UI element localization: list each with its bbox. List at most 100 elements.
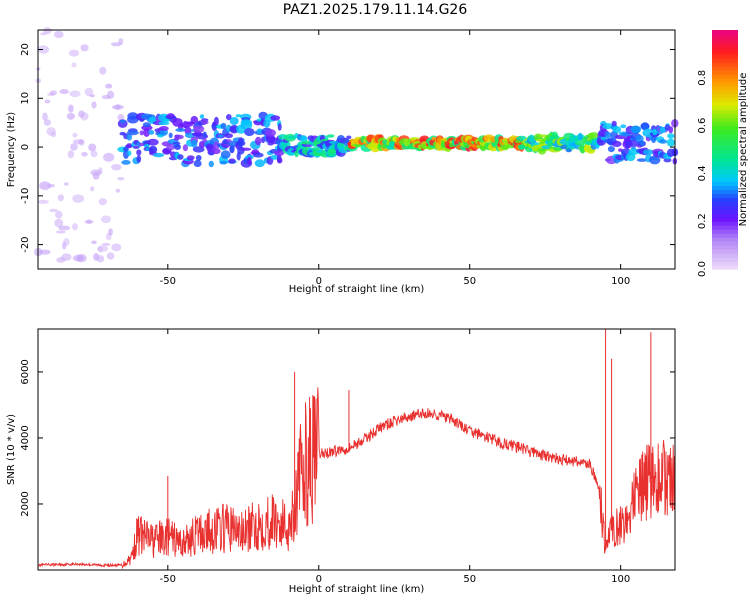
y-tick-label: 2000 xyxy=(20,491,31,516)
spectrogram-cell xyxy=(127,150,132,156)
spectrogram-cell xyxy=(213,116,219,126)
spectrogram-cell xyxy=(240,147,252,151)
spectrogram-cell xyxy=(666,138,675,147)
spectrogram-cell xyxy=(117,177,125,181)
x-tick-label: 0 xyxy=(316,574,322,585)
spectrogram-cell xyxy=(72,223,78,231)
spectrogram-cell xyxy=(229,146,235,153)
spectrogram-cell xyxy=(168,132,173,139)
colorbar-swatch xyxy=(712,221,738,226)
spectrogram-cell xyxy=(81,151,88,157)
colorbar-swatch xyxy=(712,197,738,202)
colorbar-swatch xyxy=(712,261,738,266)
y-axis-label: Frequency (Hz) xyxy=(6,112,17,188)
spectrogram-cell xyxy=(107,90,115,100)
spectrogram-cell xyxy=(612,140,622,147)
colorbar-swatch xyxy=(712,173,738,178)
spectrogram-cell xyxy=(111,164,122,171)
colorbar-swatch xyxy=(712,129,738,135)
spectrogram-cell xyxy=(37,45,50,54)
spectrogram-cell xyxy=(208,160,214,168)
spectrogram-cell xyxy=(326,134,335,138)
colorbar-swatch xyxy=(712,241,738,246)
colorbar-swatch xyxy=(712,109,738,115)
spectrogram-cell xyxy=(136,155,142,163)
spectrogram-frame xyxy=(37,29,676,270)
spectrogram-cell xyxy=(144,144,150,148)
spectrogram-cell xyxy=(90,150,98,158)
spectrogram-cell xyxy=(117,114,125,121)
spectrogram-cell xyxy=(649,155,661,165)
spectrogram-cell xyxy=(236,140,246,147)
spectrogram-cell xyxy=(152,152,165,158)
spectrogram-cell xyxy=(159,126,169,131)
spectrogram-cell xyxy=(97,245,109,252)
colorbar-tick-label: 0.6 xyxy=(697,118,708,134)
spectrogram-cell xyxy=(68,104,74,113)
spectrogram-cell xyxy=(636,158,648,162)
spectrogram-cell xyxy=(80,44,89,52)
colorbar-swatch xyxy=(712,93,738,99)
colorbar-tick-label: 0.8 xyxy=(697,70,708,86)
colorbar-swatch xyxy=(712,233,738,238)
spectrogram-cell xyxy=(106,252,115,260)
x-axis-label: Height of straight line (km) xyxy=(289,584,425,595)
spectrogram-cell xyxy=(148,145,158,154)
y-tick-label: 6000 xyxy=(20,359,31,384)
spectrogram-cell xyxy=(101,242,111,247)
spectrogram-cell xyxy=(604,131,612,139)
spectrogram-cell xyxy=(294,150,299,158)
spectrogram-cell xyxy=(58,225,71,231)
colorbar-swatch xyxy=(712,45,738,51)
spectrogram-cell xyxy=(126,133,132,141)
colorbar-swatch xyxy=(712,117,738,123)
spectrogram-cell xyxy=(193,159,202,168)
spectrogram-cell xyxy=(111,243,122,252)
colorbar-swatch xyxy=(712,153,738,159)
spectrogram-cell xyxy=(577,132,583,141)
spectrogram-cell xyxy=(121,160,131,165)
spectrogram-cell xyxy=(66,112,75,120)
colorbar-swatch xyxy=(712,133,738,139)
spectrogram-cell xyxy=(270,115,281,121)
y-tick-label: 4000 xyxy=(20,425,31,450)
spectrogram-cell xyxy=(528,134,536,143)
spectrogram-cell xyxy=(346,135,352,140)
spectrogram-cell xyxy=(49,208,58,213)
spectrogram-cell xyxy=(108,228,113,236)
spectrogram-cell xyxy=(123,146,129,152)
spectrogram-cell xyxy=(565,148,572,153)
y-tick-label: -10 xyxy=(20,188,31,204)
colorbar-swatch xyxy=(712,89,738,95)
spectrogram-cell xyxy=(182,144,188,152)
spectrogram-cell xyxy=(105,83,113,89)
colorbar-swatch xyxy=(712,30,738,35)
y-tick-label: -20 xyxy=(20,236,31,252)
spectrogram-cell xyxy=(101,215,111,224)
colorbar-swatch xyxy=(712,169,738,174)
spectrogram-cell xyxy=(256,128,264,134)
colorbar-swatch xyxy=(712,34,738,39)
spectrogram-cell xyxy=(88,143,97,152)
colorbar-swatch xyxy=(712,257,738,262)
spectrogram-cell xyxy=(212,148,221,155)
spectrogram-cell xyxy=(668,126,674,134)
spectrogram-cell xyxy=(228,158,236,164)
colorbar-swatch xyxy=(712,137,738,143)
spectrogram-cell xyxy=(139,130,144,136)
spectrogram-cell xyxy=(190,115,199,125)
spectrogram-cell xyxy=(244,128,255,137)
y-tick-label: 20 xyxy=(20,43,31,56)
x-axis-label: Height of straight line (km) xyxy=(289,284,425,295)
y-axis-label: SNR (10 * v/v) xyxy=(6,414,17,485)
spectrogram-cell xyxy=(59,89,69,95)
spectrogram-cell xyxy=(247,156,252,165)
colorbar-swatch xyxy=(712,53,738,59)
spectrogram-cell xyxy=(50,131,57,138)
spectrogram-cell xyxy=(240,119,253,126)
spectrogram-cell xyxy=(627,139,640,147)
spectrogram-cell xyxy=(177,134,184,140)
colorbar-swatch xyxy=(712,209,738,214)
colorbar-swatch xyxy=(712,217,738,222)
